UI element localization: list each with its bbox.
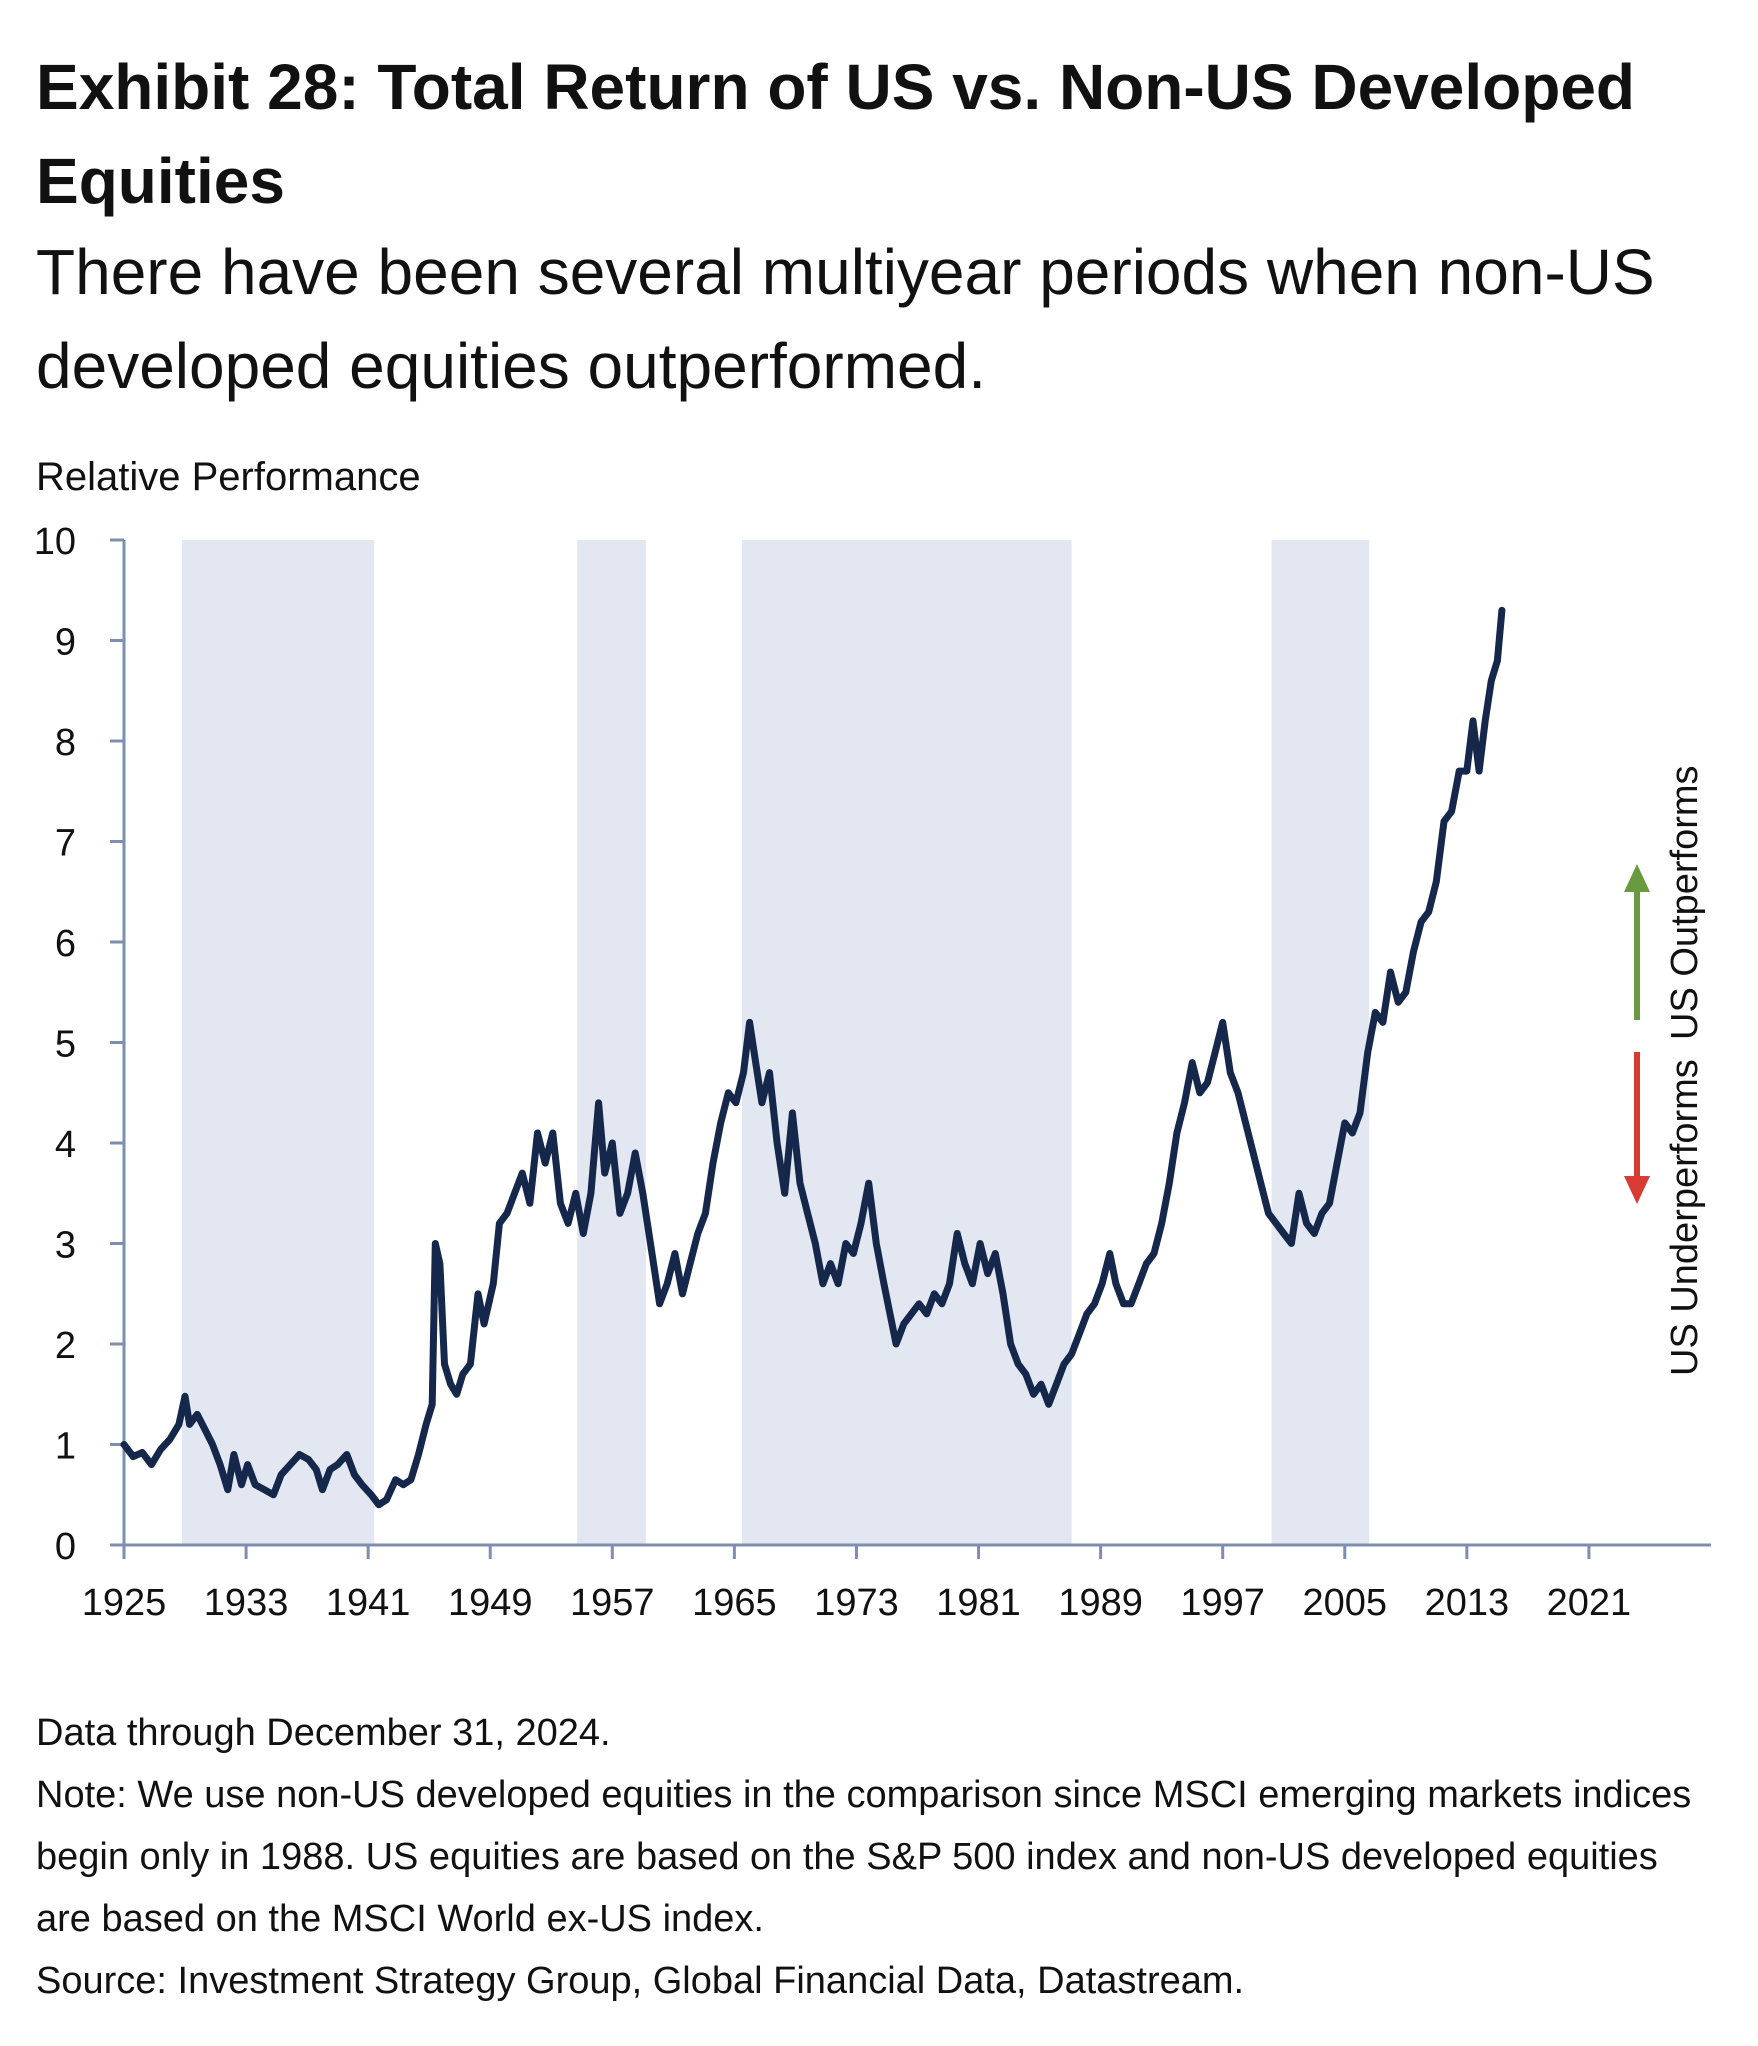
y-tick-label: 6 <box>55 923 76 965</box>
x-tick-label: 1965 <box>692 1582 777 1624</box>
relative-performance-chart: 0 1 2 3 4 5 6 7 8 9 10 1925 1933 1941 1949 1957 1965 197… <box>34 521 1711 1624</box>
down-arrow-head <box>1624 1176 1650 1204</box>
y-tick-label: 1 <box>55 1426 76 1468</box>
us-outperforms-label: US Outperforms <box>1664 765 1706 1040</box>
source-note: Source: Investment Strategy Group, Globa… <box>36 1960 1245 2002</box>
y-tick-label: 3 <box>55 1225 76 1267</box>
x-tick-label: 1933 <box>204 1582 289 1624</box>
methodology-note-line-1: Note: We use non-US developed equities i… <box>36 1774 1692 1816</box>
methodology-note-line-2: begin only in 1988. US equities are base… <box>36 1836 1658 1878</box>
y-tick-label: 5 <box>55 1024 76 1066</box>
x-tick-label: 2013 <box>1425 1582 1510 1624</box>
shaded-period-1 <box>181 540 375 1545</box>
y-tick-label: 8 <box>55 722 76 764</box>
shaded-period-4 <box>1271 540 1370 1545</box>
y-tick-label: 2 <box>55 1325 76 1367</box>
x-tick-label: 1949 <box>448 1582 533 1624</box>
x-tick-label: 2005 <box>1302 1582 1387 1624</box>
shaded-periods <box>181 540 1370 1545</box>
x-tick-label: 1957 <box>570 1582 655 1624</box>
x-tick-label: 1989 <box>1058 1582 1143 1624</box>
y-ticks: 0 1 2 3 4 5 6 7 8 9 10 <box>34 521 124 1568</box>
y-tick-label: 10 <box>34 521 76 563</box>
x-tick-label: 1941 <box>326 1582 411 1624</box>
x-tick-label: 1997 <box>1180 1582 1265 1624</box>
chart-notes: Data through December 31, 2024. Note: We… <box>36 1702 1736 2012</box>
annotation-arrows: US Outperforms US Underperforms <box>1624 765 1706 1376</box>
data-through-note: Data through December 31, 2024. <box>36 1712 611 1754</box>
y-tick-label: 7 <box>55 823 76 865</box>
shaded-period-3 <box>742 540 1072 1545</box>
y-tick-label: 4 <box>55 1124 76 1166</box>
up-arrow-head <box>1624 864 1650 892</box>
x-tick-label: 2021 <box>1547 1582 1632 1624</box>
methodology-note-line-3: are based on the MSCI World ex-US index. <box>36 1898 764 1940</box>
page-title: Exhibit 28: Total Return of US vs. Non-U… <box>36 51 1635 217</box>
shaded-period-2 <box>577 540 646 1545</box>
x-ticks: 1925 1933 1941 1949 1957 1965 1973 1981 1989 1997… <box>82 1545 1631 1624</box>
relative-performance-line <box>120 606 1506 1509</box>
y-axis-label: Relative Performance <box>36 455 421 499</box>
y-tick-label: 9 <box>55 622 76 664</box>
x-tick-label: 1981 <box>936 1582 1021 1624</box>
page-subtitle: There have been several multiyear period… <box>36 236 1655 402</box>
us-underperforms-label: US Underperforms <box>1664 1059 1706 1376</box>
y-tick-label: 0 <box>55 1526 76 1568</box>
x-tick-label: 1973 <box>814 1582 899 1624</box>
x-tick-label: 1925 <box>82 1582 167 1624</box>
